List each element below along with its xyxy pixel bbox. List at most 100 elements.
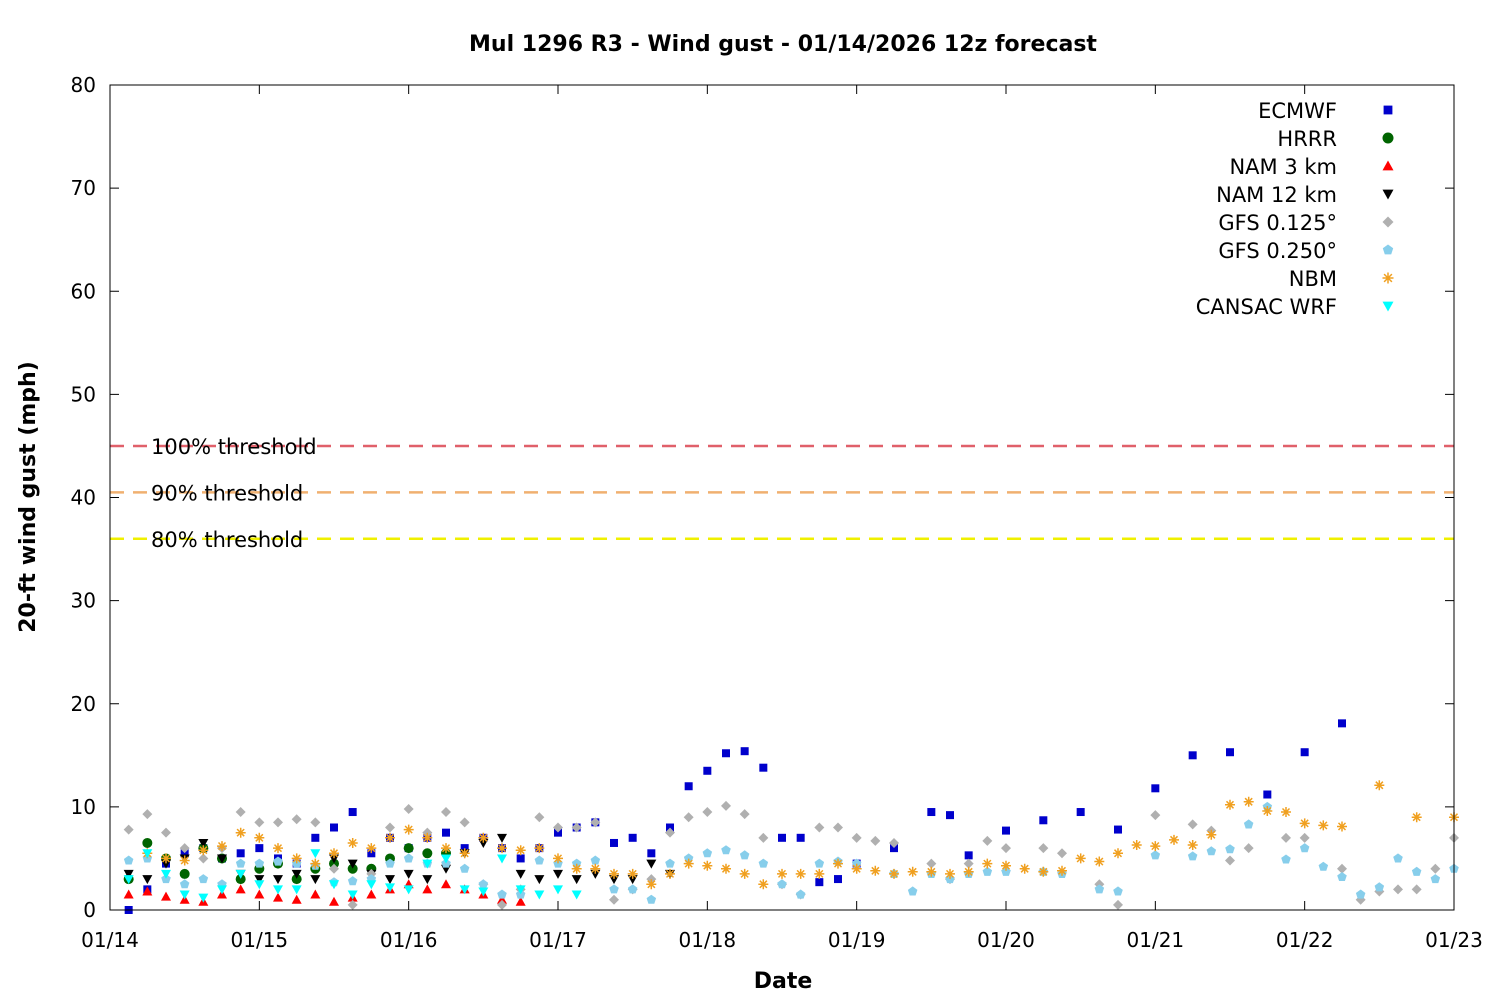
data-point (1131, 840, 1142, 850)
data-point (497, 889, 507, 899)
data-point (1094, 884, 1105, 894)
y-tick-label: 70 (71, 176, 96, 200)
data-point (1039, 816, 1048, 825)
data-point (422, 884, 433, 894)
data-point (778, 833, 786, 842)
data-point (628, 833, 637, 842)
data-point (367, 849, 376, 858)
data-point (851, 832, 862, 843)
data-point (291, 853, 302, 864)
data-point (590, 863, 601, 874)
data-point (1263, 790, 1272, 799)
data-point (1187, 840, 1198, 850)
data-point (610, 838, 618, 847)
data-point (347, 863, 358, 874)
data-point (179, 843, 190, 854)
data-point (1094, 856, 1105, 867)
data-point (982, 835, 993, 846)
data-point (590, 817, 601, 828)
data-point (347, 890, 358, 900)
data-point (497, 843, 507, 854)
data-point (571, 863, 582, 874)
legend-marker (1382, 216, 1394, 228)
data-point (236, 849, 245, 858)
y-tick-label: 50 (71, 382, 96, 406)
data-point (534, 843, 545, 854)
data-point (347, 859, 358, 869)
data-point (516, 854, 525, 863)
data-point (348, 808, 357, 817)
data-point (217, 885, 227, 895)
data-point (982, 858, 993, 869)
series-0 (124, 719, 1346, 914)
data-point (590, 855, 601, 865)
y-tick-label: 40 (71, 486, 96, 510)
data-point (1113, 886, 1123, 896)
data-point (441, 879, 451, 889)
data-point (235, 827, 246, 838)
legend-marker (1382, 272, 1394, 284)
data-point (179, 855, 190, 866)
data-point (254, 858, 265, 868)
data-point (478, 832, 489, 843)
x-tick-label: 01/20 (977, 928, 1035, 952)
data-point (1411, 866, 1422, 876)
data-point (1113, 899, 1123, 910)
data-point (123, 869, 134, 879)
threshold-label: 80% threshold (151, 528, 303, 552)
data-point (666, 823, 674, 832)
data-point (497, 854, 507, 864)
data-point (123, 824, 134, 835)
threshold-label: 90% threshold (151, 481, 303, 505)
data-point (385, 822, 395, 833)
data-point (180, 849, 189, 858)
data-point (310, 849, 321, 859)
data-point (702, 860, 713, 871)
data-point (1075, 853, 1086, 864)
data-point (571, 822, 582, 833)
data-point (739, 809, 750, 820)
data-point (235, 807, 246, 818)
data-point (403, 869, 414, 879)
x-tick-label: 01/14 (81, 928, 139, 952)
data-point (1038, 866, 1049, 877)
data-point (142, 886, 153, 896)
legend: ECMWF HRRR NAM 3 km NAM 12 km GFS 0.125° GFS … (1196, 99, 1394, 319)
data-point (1169, 834, 1179, 845)
data-point (347, 899, 358, 910)
data-point (515, 869, 526, 879)
legend-label: NBM (1289, 267, 1337, 291)
data-point (834, 875, 842, 884)
data-point (646, 859, 657, 869)
data-point (478, 887, 489, 897)
data-point (1318, 861, 1329, 871)
data-point (198, 893, 209, 903)
data-point (553, 822, 563, 833)
data-point (441, 807, 451, 818)
data-point (179, 879, 190, 889)
legend-label: NAM 12 km (1216, 183, 1337, 207)
data-point (329, 863, 339, 874)
data-point (795, 889, 806, 899)
data-point (515, 896, 526, 906)
data-point (1151, 784, 1160, 793)
data-point (515, 885, 526, 895)
data-point (1001, 843, 1011, 854)
data-point (441, 843, 451, 854)
data-point (739, 850, 750, 860)
data-point (1262, 806, 1273, 816)
data-point (889, 837, 899, 848)
data-point (273, 817, 283, 828)
data-point (291, 814, 302, 825)
data-point (217, 854, 227, 864)
data-point (722, 749, 730, 758)
data-point (665, 827, 675, 838)
data-point (330, 823, 338, 832)
data-point (235, 874, 246, 885)
data-point (1226, 748, 1234, 757)
data-point (721, 800, 731, 811)
data-point (1430, 863, 1441, 874)
data-point (982, 866, 993, 876)
data-point (422, 848, 433, 859)
